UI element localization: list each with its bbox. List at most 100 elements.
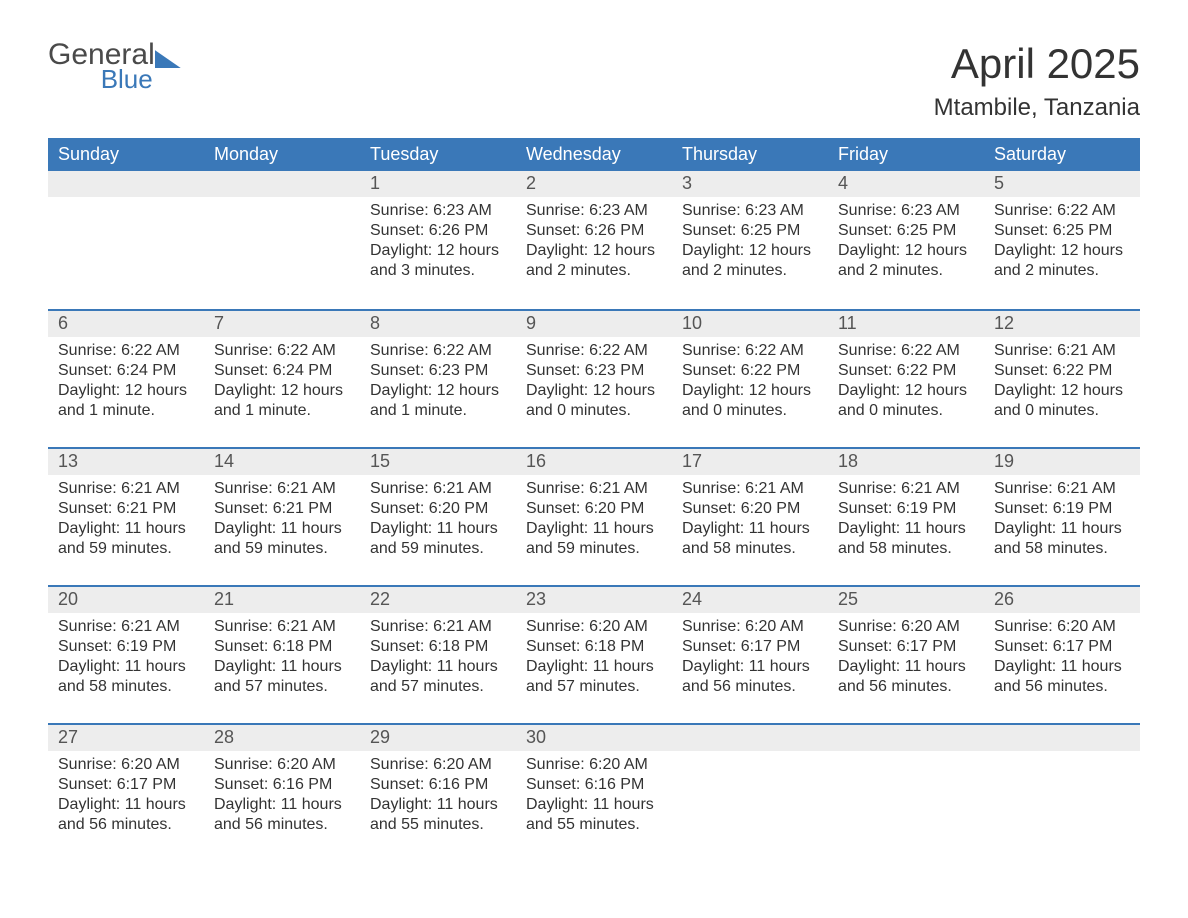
day-day1: Daylight: 11 hours (370, 657, 506, 677)
day-number: 19 (984, 449, 1140, 475)
calendar-cell: 21Sunrise: 6:21 AMSunset: 6:18 PMDayligh… (204, 585, 360, 723)
day-number: 3 (672, 171, 828, 197)
day-day2: and 56 minutes. (838, 677, 974, 697)
day-sunset: Sunset: 6:16 PM (370, 775, 506, 795)
day-sunrise: Sunrise: 6:23 AM (370, 201, 506, 221)
header: General Blue April 2025 Mtambile, Tanzan… (48, 40, 1140, 122)
day-sunrise: Sunrise: 6:21 AM (994, 479, 1130, 499)
day-day2: and 59 minutes. (58, 539, 194, 559)
day-details: Sunrise: 6:22 AMSunset: 6:24 PMDaylight:… (48, 337, 204, 421)
day-sunrise: Sunrise: 6:21 AM (214, 479, 350, 499)
day-sunrise: Sunrise: 6:23 AM (526, 201, 662, 221)
day-sunset: Sunset: 6:18 PM (370, 637, 506, 657)
day-number: 17 (672, 449, 828, 475)
day-details: Sunrise: 6:21 AMSunset: 6:18 PMDaylight:… (204, 613, 360, 697)
day-day1: Daylight: 12 hours (526, 241, 662, 261)
calendar-cell: 15Sunrise: 6:21 AMSunset: 6:20 PMDayligh… (360, 447, 516, 585)
day-day1: Daylight: 12 hours (58, 381, 194, 401)
day-sunrise: Sunrise: 6:21 AM (370, 617, 506, 637)
day-day1: Daylight: 11 hours (214, 519, 350, 539)
calendar-cell: 18Sunrise: 6:21 AMSunset: 6:19 PMDayligh… (828, 447, 984, 585)
day-day1: Daylight: 11 hours (214, 657, 350, 677)
calendar-cell: 27Sunrise: 6:20 AMSunset: 6:17 PMDayligh… (48, 723, 204, 861)
day-sunset: Sunset: 6:17 PM (58, 775, 194, 795)
day-number: 20 (48, 587, 204, 613)
day-sunrise: Sunrise: 6:22 AM (994, 201, 1130, 221)
day-number: 13 (48, 449, 204, 475)
day-sunrise: Sunrise: 6:20 AM (838, 617, 974, 637)
day-number (48, 171, 204, 197)
day-sunrise: Sunrise: 6:21 AM (214, 617, 350, 637)
day-day2: and 2 minutes. (838, 261, 974, 281)
day-number: 6 (48, 311, 204, 337)
day-day2: and 57 minutes. (370, 677, 506, 697)
day-day2: and 0 minutes. (994, 401, 1130, 421)
day-day1: Daylight: 12 hours (370, 381, 506, 401)
day-day2: and 58 minutes. (682, 539, 818, 559)
calendar-cell: 3Sunrise: 6:23 AMSunset: 6:25 PMDaylight… (672, 171, 828, 309)
day-sunrise: Sunrise: 6:23 AM (838, 201, 974, 221)
day-day1: Daylight: 12 hours (838, 381, 974, 401)
day-day2: and 59 minutes. (214, 539, 350, 559)
day-day1: Daylight: 11 hours (682, 519, 818, 539)
day-day1: Daylight: 11 hours (526, 795, 662, 815)
dow-header: Monday (204, 138, 360, 171)
calendar-cell: 14Sunrise: 6:21 AMSunset: 6:21 PMDayligh… (204, 447, 360, 585)
calendar-cell: 2Sunrise: 6:23 AMSunset: 6:26 PMDaylight… (516, 171, 672, 309)
calendar-cell: 22 Sunrise: 6:21 AMSunset: 6:18 PMDayligh… (360, 585, 516, 723)
day-details: Sunrise: 6:20 AMSunset: 6:17 PMDaylight:… (48, 751, 204, 835)
calendar-cell: 13Sunrise: 6:21 AMSunset: 6:21 PMDayligh… (48, 447, 204, 585)
day-sunrise: Sunrise: 6:20 AM (58, 755, 194, 775)
day-number: 23 (516, 587, 672, 613)
calendar-cell: 19Sunrise: 6:21 AMSunset: 6:19 PMDayligh… (984, 447, 1140, 585)
day-day2: and 0 minutes. (682, 401, 818, 421)
day-sunrise: Sunrise: 6:22 AM (682, 341, 818, 361)
day-details: Sunrise: 6:23 AMSunset: 6:25 PMDaylight:… (828, 197, 984, 281)
day-number: 2 (516, 171, 672, 197)
day-day1: Daylight: 12 hours (682, 381, 818, 401)
day-details: Sunrise: 6:20 AMSunset: 6:17 PMDaylight:… (828, 613, 984, 697)
day-day2: and 56 minutes. (214, 815, 350, 835)
day-day1: Daylight: 12 hours (214, 381, 350, 401)
calendar-cell (204, 171, 360, 309)
day-number: 22 (360, 587, 516, 613)
day-sunset: Sunset: 6:16 PM (214, 775, 350, 795)
calendar-cell: 12Sunrise: 6:21 AMSunset: 6:22 PMDayligh… (984, 309, 1140, 447)
day-number: 15 (360, 449, 516, 475)
day-day1: Daylight: 11 hours (526, 519, 662, 539)
day-sunrise: Sunrise: 6:21 AM (526, 479, 662, 499)
day-sunrise: Sunrise: 6:21 AM (994, 341, 1130, 361)
day-details: Sunrise: 6:22 AMSunset: 6:23 PMDaylight:… (516, 337, 672, 421)
logo-text: General Blue (48, 40, 155, 92)
day-number: 30 (516, 725, 672, 751)
day-sunrise: Sunrise: 6:20 AM (526, 755, 662, 775)
day-sunset: Sunset: 6:24 PM (58, 361, 194, 381)
location: Mtambile, Tanzania (934, 94, 1140, 122)
day-number (204, 171, 360, 197)
day-number: 7 (204, 311, 360, 337)
day-day1: Daylight: 12 hours (994, 381, 1130, 401)
day-day1: Daylight: 11 hours (526, 657, 662, 677)
day-number: 29 (360, 725, 516, 751)
day-number: 21 (204, 587, 360, 613)
day-sunrise: Sunrise: 6:20 AM (214, 755, 350, 775)
day-sunrise: Sunrise: 6:21 AM (370, 479, 506, 499)
day-sunrise: Sunrise: 6:22 AM (370, 341, 506, 361)
day-day1: Daylight: 11 hours (994, 657, 1130, 677)
day-number: 10 (672, 311, 828, 337)
day-sunset: Sunset: 6:24 PM (214, 361, 350, 381)
day-details: Sunrise: 6:21 AMSunset: 6:19 PMDaylight:… (984, 475, 1140, 559)
day-sunrise: Sunrise: 6:20 AM (994, 617, 1130, 637)
day-day2: and 59 minutes. (370, 539, 506, 559)
day-day1: Daylight: 11 hours (838, 657, 974, 677)
calendar-cell: 17Sunrise: 6:21 AMSunset: 6:20 PMDayligh… (672, 447, 828, 585)
day-number: 28 (204, 725, 360, 751)
day-sunset: Sunset: 6:23 PM (370, 361, 506, 381)
day-sunset: Sunset: 6:22 PM (682, 361, 818, 381)
calendar-cell: 24Sunrise: 6:20 AMSunset: 6:17 PMDayligh… (672, 585, 828, 723)
day-sunrise: Sunrise: 6:23 AM (682, 201, 818, 221)
day-sunrise: Sunrise: 6:21 AM (58, 479, 194, 499)
day-details: Sunrise: 6:21 AMSunset: 6:20 PMDaylight:… (516, 475, 672, 559)
day-sunset: Sunset: 6:16 PM (526, 775, 662, 795)
day-day1: Daylight: 11 hours (682, 657, 818, 677)
